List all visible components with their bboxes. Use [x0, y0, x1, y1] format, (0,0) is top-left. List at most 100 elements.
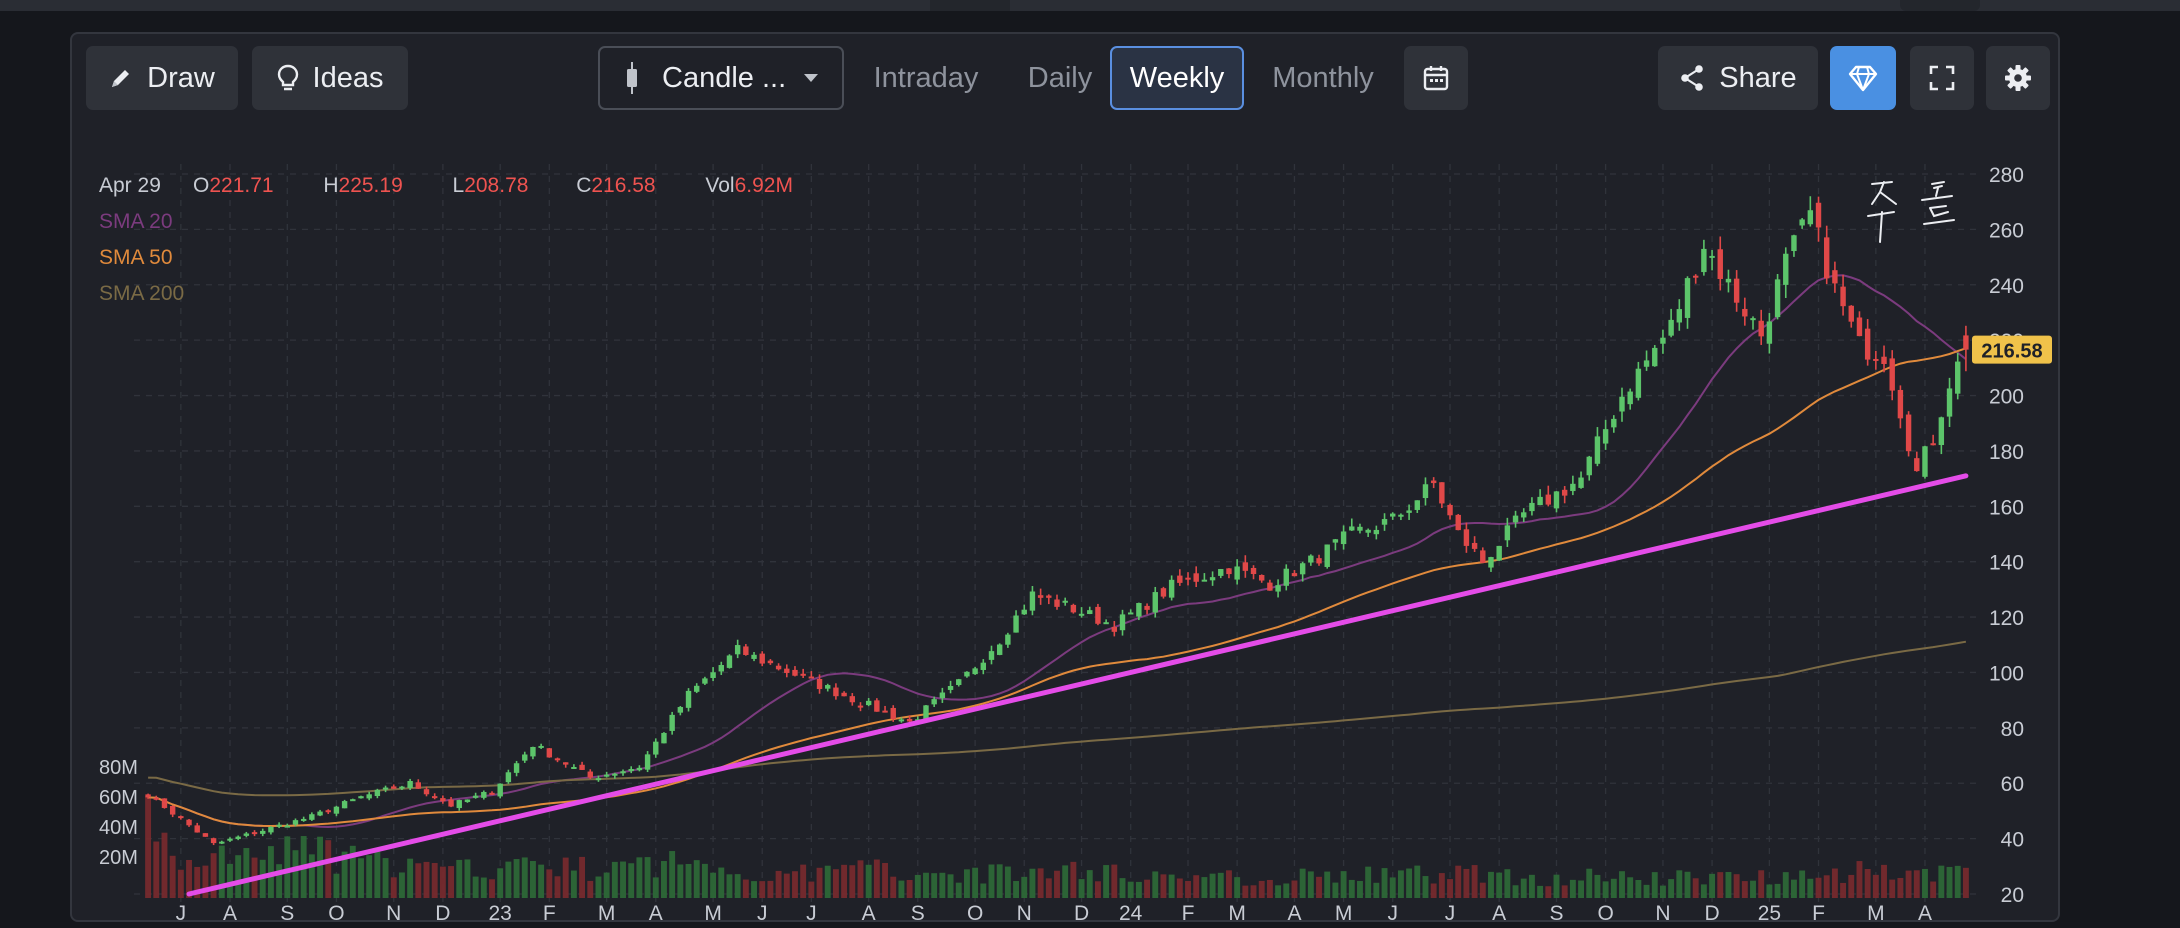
candle-body: [702, 678, 708, 684]
candle-body: [382, 787, 389, 790]
candle-body: [1578, 477, 1584, 488]
fullscreen-button[interactable]: [1910, 46, 1974, 110]
legend-sma-200[interactable]: SMA 200: [99, 282, 185, 305]
volume-bar: [677, 864, 684, 898]
ideas-button[interactable]: Ideas: [252, 46, 408, 110]
candle-body: [1234, 566, 1240, 580]
volume-bar: [1275, 885, 1282, 898]
candle: [1430, 477, 1437, 489]
candle-body: [849, 696, 855, 703]
candle-body: [481, 791, 487, 798]
candle-body: [792, 669, 798, 676]
volume-bar: [669, 851, 676, 898]
candle: [1259, 574, 1265, 583]
candle-body: [636, 767, 643, 771]
candle-body: [923, 705, 929, 721]
candle-body: [1037, 595, 1044, 598]
premium-button[interactable]: [1830, 46, 1896, 110]
candle: [1521, 508, 1527, 523]
settings-button[interactable]: [1986, 46, 2050, 110]
volume-bar: [1316, 876, 1322, 898]
candle-body: [784, 668, 790, 673]
volume-bar: [1750, 880, 1756, 898]
candle-body: [522, 754, 528, 761]
candle-body: [1471, 542, 1478, 549]
candle-body: [980, 662, 987, 670]
candle: [1529, 497, 1535, 516]
price-chart[interactable]: 2040608010012014016018020022024026028021…: [72, 124, 2060, 922]
candle-body: [505, 772, 512, 783]
tab-monthly[interactable]: Monthly: [1256, 46, 1390, 110]
candle: [538, 743, 544, 749]
volume-bar: [464, 859, 471, 898]
legend-sma-50[interactable]: SMA 50: [99, 246, 173, 269]
candle: [1733, 270, 1740, 312]
price-badge: [1972, 335, 2052, 364]
legend-sma-20[interactable]: SMA 20: [99, 210, 173, 233]
candle-body: [1046, 595, 1052, 598]
volume-tick-label: 60M: [99, 787, 138, 809]
volume-bar: [382, 858, 389, 898]
share-button[interactable]: Share: [1658, 46, 1818, 110]
candle: [1414, 500, 1420, 513]
volume-bars: [145, 796, 1969, 898]
x-tick-label: A: [1918, 902, 1932, 922]
candle: [1291, 570, 1298, 577]
candle-body: [603, 774, 610, 777]
candle: [1807, 196, 1814, 227]
calendar-button[interactable]: [1404, 46, 1468, 110]
candle: [1930, 434, 1936, 446]
candle: [661, 732, 667, 744]
tab-daily[interactable]: Daily: [1012, 46, 1108, 110]
volume-bar: [1348, 879, 1355, 898]
candle-body: [1291, 573, 1298, 577]
x-tick-label: O: [328, 902, 344, 922]
chart-area[interactable]: 2040608010012014016018020022024026028021…: [72, 124, 2060, 922]
candle-body: [956, 679, 962, 685]
candle: [1340, 525, 1347, 550]
volume-bar: [1004, 866, 1011, 898]
volume-bar: [1938, 865, 1945, 898]
candle: [1201, 573, 1208, 582]
volume-bar: [1430, 883, 1437, 898]
volume-bar: [1725, 871, 1732, 898]
tab-weekly[interactable]: Weekly: [1110, 46, 1244, 110]
candlestick-icon: [627, 62, 637, 94]
candle-body: [178, 816, 184, 819]
candle: [849, 693, 855, 706]
candle-body: [734, 645, 741, 655]
volume-bar: [1635, 879, 1642, 898]
volume-bar: [210, 853, 217, 898]
candle: [1390, 512, 1396, 520]
volume-bar: [1201, 877, 1208, 898]
candle: [800, 668, 806, 678]
draw-button[interactable]: Draw: [86, 46, 238, 110]
ohlc-readout: Apr 29 O221.71 H225.19 L208.78 C216.58 Vol6.9…: [99, 174, 793, 198]
tab-intraday[interactable]: Intraday: [858, 46, 994, 110]
candle: [1627, 388, 1633, 410]
volume-bar: [1029, 868, 1036, 898]
candle: [579, 761, 585, 770]
volume-bar: [194, 866, 201, 898]
candle: [1447, 503, 1453, 520]
x-tick-label: A: [862, 902, 876, 922]
candle-body: [1447, 504, 1453, 516]
candle: [1856, 311, 1863, 337]
candle: [1791, 234, 1797, 257]
candle: [587, 769, 593, 780]
candle-body: [1709, 255, 1715, 258]
candle-body: [898, 719, 905, 722]
y-tick-label: 180: [1989, 441, 2024, 464]
candle-body: [145, 794, 151, 798]
candle: [1152, 586, 1158, 618]
x-tick-label: J: [806, 902, 817, 922]
chart-type-select[interactable]: Candle ...: [598, 46, 844, 110]
candle-body: [243, 833, 250, 836]
candle: [1103, 619, 1109, 625]
candle: [219, 840, 225, 845]
candle: [816, 674, 823, 694]
volume-bar: [218, 845, 225, 898]
candle: [1766, 313, 1773, 354]
candle-body: [1602, 429, 1609, 444]
candle-body: [874, 700, 880, 712]
